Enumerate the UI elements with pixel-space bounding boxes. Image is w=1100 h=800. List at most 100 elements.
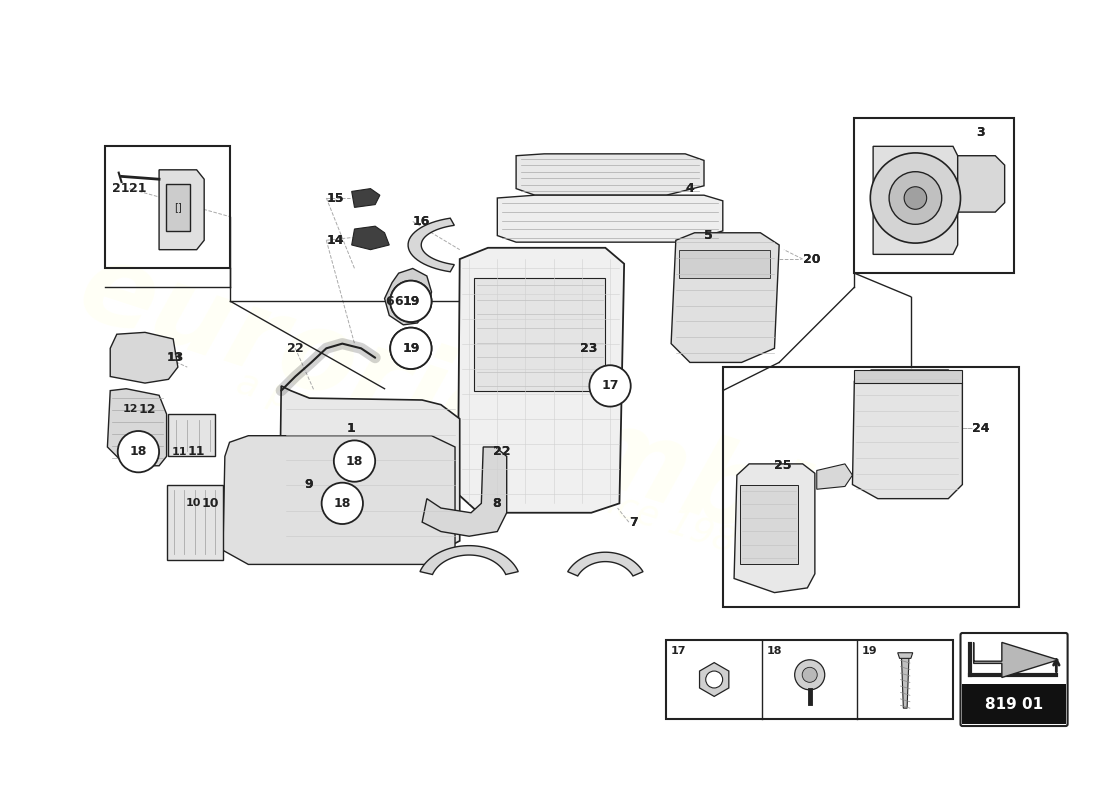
Text: 23: 23 (580, 342, 597, 355)
Text: 20: 20 (803, 253, 821, 266)
Text: 19: 19 (403, 342, 419, 355)
Text: 4: 4 (685, 182, 694, 195)
Text: 10: 10 (186, 498, 201, 508)
Text: 4: 4 (685, 182, 694, 195)
Bar (723, 367, 1019, 606)
Polygon shape (168, 414, 216, 456)
Polygon shape (873, 146, 958, 254)
Polygon shape (408, 218, 454, 272)
Polygon shape (679, 250, 770, 278)
Polygon shape (458, 248, 624, 513)
Text: 17: 17 (602, 379, 619, 393)
Text: 24: 24 (971, 422, 989, 434)
Text: 20: 20 (803, 253, 821, 266)
Polygon shape (902, 657, 909, 708)
Polygon shape (420, 546, 518, 574)
Text: 8: 8 (493, 497, 502, 510)
Text: 14: 14 (327, 234, 344, 246)
Polygon shape (497, 195, 723, 242)
Text: 3: 3 (977, 126, 986, 138)
Text: 24: 24 (971, 422, 989, 434)
Polygon shape (223, 436, 455, 565)
Text: 14: 14 (327, 234, 344, 246)
Polygon shape (516, 154, 704, 195)
Circle shape (870, 153, 960, 243)
Text: 1: 1 (346, 422, 355, 434)
Text: 5: 5 (704, 229, 713, 242)
Text: 18: 18 (130, 445, 147, 458)
Text: 9: 9 (305, 478, 314, 491)
Text: 819 01: 819 01 (984, 697, 1043, 711)
Polygon shape (898, 653, 913, 658)
Polygon shape (385, 269, 431, 325)
Text: 7: 7 (629, 516, 638, 529)
Circle shape (390, 328, 431, 369)
Text: 3: 3 (977, 126, 986, 138)
Text: 21: 21 (112, 182, 130, 195)
Polygon shape (352, 226, 389, 250)
Polygon shape (110, 332, 178, 383)
Circle shape (390, 281, 431, 322)
Polygon shape (166, 485, 223, 560)
Text: 11: 11 (172, 446, 187, 457)
Polygon shape (166, 184, 190, 231)
Polygon shape (974, 642, 1058, 678)
Text: 15: 15 (327, 191, 344, 205)
Circle shape (904, 186, 926, 210)
Polygon shape (108, 389, 166, 466)
Text: 9: 9 (305, 478, 314, 491)
Circle shape (118, 431, 160, 472)
Circle shape (706, 671, 723, 688)
Text: 18: 18 (345, 454, 363, 467)
Bar (104, 146, 230, 269)
Circle shape (802, 667, 817, 682)
Circle shape (333, 440, 375, 482)
Text: 25: 25 (774, 459, 792, 472)
Text: 16: 16 (412, 215, 430, 228)
Polygon shape (279, 386, 460, 550)
Text: 15: 15 (327, 191, 344, 205)
Text: 12: 12 (123, 404, 139, 414)
Circle shape (321, 482, 363, 524)
Text: 17: 17 (671, 646, 686, 656)
Bar (962, 684, 1066, 724)
Text: 18: 18 (333, 497, 351, 510)
Text: 5: 5 (704, 229, 713, 242)
Text: 19: 19 (403, 295, 419, 308)
Text: 10: 10 (201, 497, 219, 510)
Text: []: [] (174, 202, 182, 212)
Text: 21: 21 (129, 182, 146, 195)
Circle shape (390, 328, 431, 369)
Text: 2: 2 (287, 342, 295, 355)
Text: euroricambi: euroricambi (66, 233, 815, 567)
Bar (667, 639, 953, 719)
Circle shape (794, 660, 825, 690)
Text: 6: 6 (385, 295, 394, 308)
Polygon shape (474, 278, 605, 390)
Text: 13: 13 (166, 351, 184, 364)
Text: 8: 8 (493, 497, 502, 510)
Bar (855, 118, 1014, 273)
Polygon shape (671, 233, 779, 362)
Text: 2: 2 (295, 342, 304, 355)
Text: 1: 1 (346, 422, 355, 434)
Text: 7: 7 (629, 516, 638, 529)
Circle shape (390, 281, 431, 322)
Text: 11: 11 (187, 445, 205, 458)
Text: 16: 16 (412, 215, 430, 228)
Text: 6: 6 (394, 295, 403, 308)
Polygon shape (568, 552, 644, 576)
Text: 19: 19 (403, 342, 419, 355)
Polygon shape (855, 370, 962, 383)
Text: 13: 13 (166, 353, 182, 362)
Polygon shape (160, 170, 205, 250)
Circle shape (590, 366, 630, 406)
Polygon shape (734, 464, 815, 593)
Text: 23: 23 (580, 342, 597, 355)
Text: 19: 19 (403, 295, 419, 308)
Text: 18: 18 (767, 646, 782, 656)
FancyBboxPatch shape (960, 633, 1068, 726)
Polygon shape (422, 447, 507, 536)
Text: 12: 12 (139, 403, 156, 416)
Text: 22: 22 (493, 445, 510, 458)
